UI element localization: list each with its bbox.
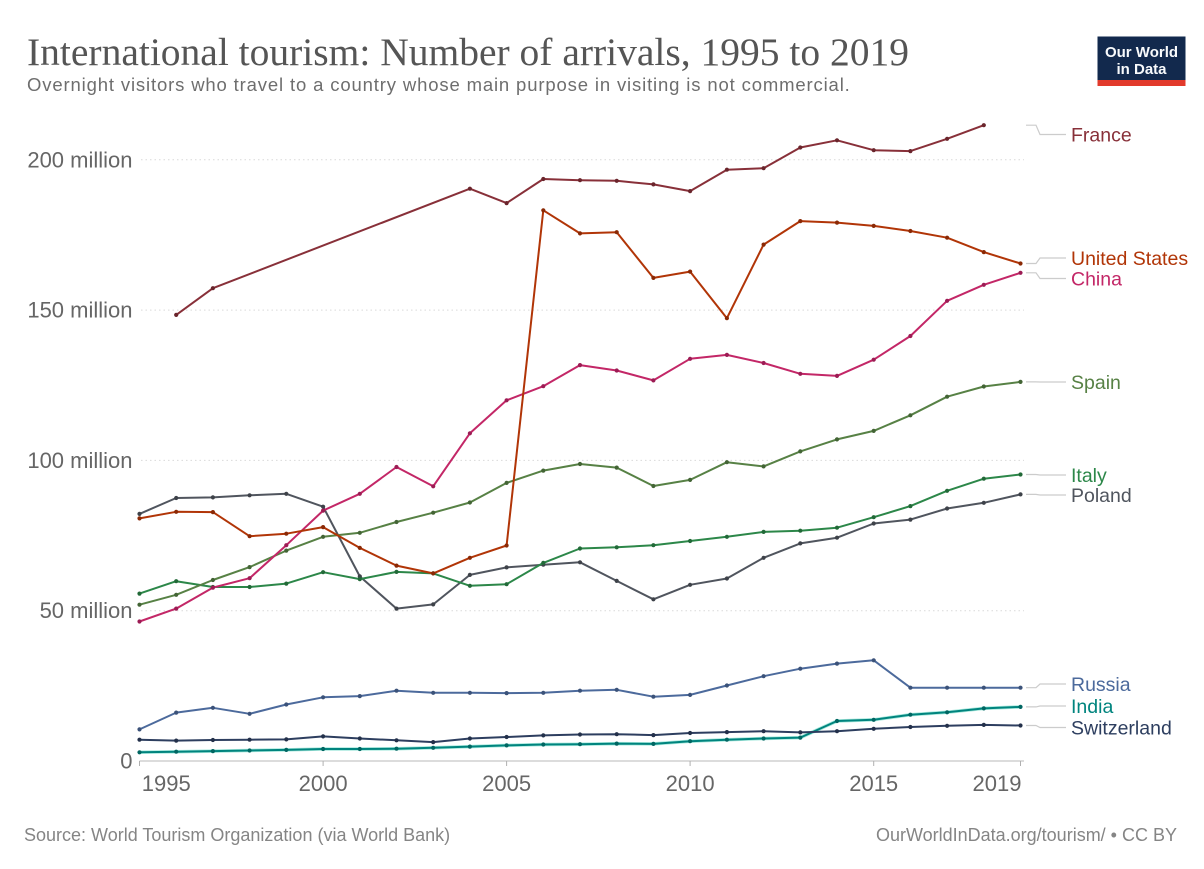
svg-text:200 million: 200 million bbox=[27, 147, 132, 172]
svg-text:50 million: 50 million bbox=[40, 598, 133, 623]
svg-text:Russia: Russia bbox=[1071, 674, 1131, 696]
svg-text:OurWorldInData.org/tourism/ •: OurWorldInData.org/tourism/ • CC BY bbox=[876, 825, 1177, 845]
svg-text:150 million: 150 million bbox=[27, 298, 132, 323]
svg-text:1995: 1995 bbox=[142, 771, 191, 796]
svg-text:in Data: in Data bbox=[1116, 61, 1167, 78]
svg-text:Overnight visitors who travel: Overnight visitors who travel to a count… bbox=[27, 74, 851, 95]
svg-text:Poland: Poland bbox=[1071, 485, 1132, 507]
svg-text:2000: 2000 bbox=[299, 771, 348, 796]
svg-text:Spain: Spain bbox=[1071, 372, 1121, 394]
svg-text:0: 0 bbox=[120, 749, 132, 774]
svg-text:2019: 2019 bbox=[973, 771, 1022, 796]
svg-text:2015: 2015 bbox=[849, 771, 898, 796]
svg-text:Source: World Tourism Organiza: Source: World Tourism Organization (via … bbox=[24, 825, 450, 845]
svg-text:United States: United States bbox=[1071, 248, 1188, 270]
svg-text:China: China bbox=[1071, 269, 1122, 291]
svg-text:International tourism: Number: International tourism: Number of arrival… bbox=[27, 30, 909, 74]
svg-text:100 million: 100 million bbox=[27, 448, 132, 473]
svg-text:Italy: Italy bbox=[1071, 465, 1107, 487]
svg-text:France: France bbox=[1071, 125, 1132, 147]
svg-text:Our World: Our World bbox=[1105, 44, 1178, 61]
svg-text:Switzerland: Switzerland bbox=[1071, 718, 1172, 740]
svg-text:2010: 2010 bbox=[666, 771, 715, 796]
svg-text:India: India bbox=[1071, 696, 1113, 718]
svg-text:2005: 2005 bbox=[482, 771, 531, 796]
